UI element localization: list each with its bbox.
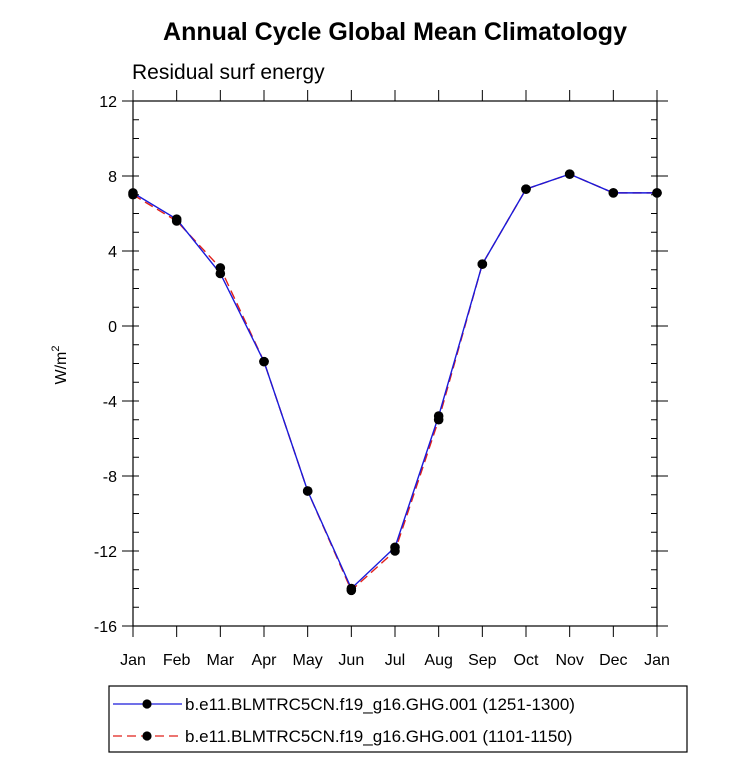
y-axis-label-base: W/m [53,352,70,385]
x-tick-label: Nov [555,652,583,669]
series-line-2 [132,173,657,592]
x-tick-label: Jun [338,652,364,669]
data-point-series-2 [259,356,269,367]
data-point-series-2 [608,188,619,198]
y-tick-label: -4 [103,394,117,411]
data-point-series-2 [477,259,488,269]
x-tick-label: Aug [424,652,452,669]
x-tick-label: Dec [599,652,627,669]
legend-marker-series-2 [142,731,152,741]
x-tick-label: Jul [385,652,405,669]
data-point-series-2 [433,414,444,425]
x-tick-label: Feb [163,652,191,669]
x-tick-label: Jan [120,652,146,669]
x-tick-label: Jan [644,652,670,669]
y-tick-labels: 12 8 4 0 -4 -8 -12 -16 [94,94,117,636]
x-tick-label: Oct [514,652,539,669]
y-tick-label: -8 [103,469,117,486]
plot-frame [132,100,658,627]
x-tick-labels: Jan Feb Mar Apr May Jun Jul Aug Sep Oct Nov Dec Jan [120,652,670,669]
data-point-series-2 [302,486,313,496]
data-point-series-2 [521,184,531,194]
major-ticks [122,90,668,637]
y-tick-label: 0 [108,319,117,336]
y-tick-label: 4 [108,244,117,261]
series-layer [128,169,662,596]
y-axis-label-superscript: 2 [50,346,62,352]
y-tick-label: 8 [108,169,117,186]
y-axis-label: W/m2 [50,346,70,385]
data-point-series-2 [390,546,400,556]
x-tick-label: May [293,652,323,669]
y-tick-label: 12 [99,94,117,111]
data-point-series-2 [171,216,182,226]
legend-marker-series-1 [142,699,152,709]
data-point-series-2 [346,585,357,596]
legend-label-series-2: b.e11.BLMTRC5CN.f19_g16.GHG.001 (1101-11… [185,727,572,746]
minor-ticks [133,100,657,627]
chart-subtitle: Residual surf energy [132,61,325,84]
x-tick-label: Sep [468,652,497,669]
x-tick-label: Mar [207,652,235,669]
legend-label-series-1: b.e11.BLMTRC5CN.f19_g16.GHG.001 (1251-13… [185,695,575,714]
data-point-series-2 [215,263,226,273]
legend: b.e11.BLMTRC5CN.f19_g16.GHG.001 (1251-13… [108,685,688,753]
data-point-series-2 [564,169,575,179]
y-tick-label: -12 [94,544,117,561]
y-tick-label: -16 [94,619,117,636]
x-tick-label: Apr [252,652,278,669]
chart-title: Annual Cycle Global Mean Climatology [163,18,627,46]
legend-box [108,685,688,753]
series-line-1 [132,173,657,590]
